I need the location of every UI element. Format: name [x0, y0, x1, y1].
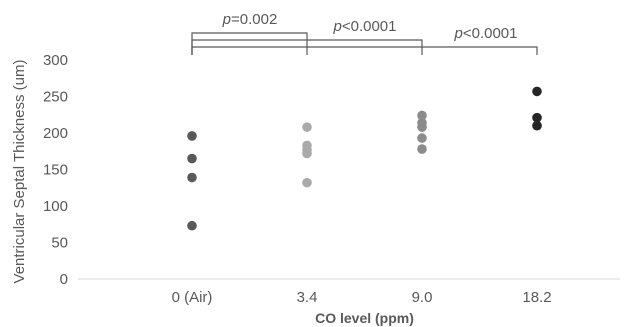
- x-tick-label: 18.2: [522, 289, 551, 306]
- significance-bracket: [192, 47, 537, 55]
- y-tick-label: 300: [43, 52, 68, 69]
- p-symbol: p: [454, 25, 463, 42]
- data-point: [417, 144, 427, 154]
- data-point: [187, 173, 197, 183]
- significance-bracket: [192, 33, 307, 55]
- y-tick-label: 200: [43, 125, 68, 142]
- y-tick-label: 50: [51, 235, 68, 252]
- data-point: [187, 221, 197, 231]
- y-tick-label: 150: [43, 162, 68, 179]
- data-point: [187, 154, 197, 164]
- data-point: [187, 131, 197, 141]
- p-symbol: p: [333, 18, 342, 35]
- data-point: [417, 122, 427, 132]
- data-point: [302, 122, 312, 132]
- y-axis-title: Ventricular Septal Thickness (um): [11, 60, 28, 284]
- x-axis-ticks: 0 (Air) 3.4 9.0 18.2: [172, 289, 552, 306]
- data-point: [302, 149, 312, 159]
- p-symbol: p: [222, 11, 231, 28]
- data-points: [187, 87, 542, 231]
- y-tick-label: 100: [43, 198, 68, 215]
- y-axis-ticks: 0 50 100 150 200 250 300: [43, 52, 68, 288]
- data-point: [417, 133, 427, 143]
- x-tick-label: 0 (Air): [172, 289, 213, 306]
- data-point: [532, 87, 542, 97]
- significance-label: p<0.0001: [333, 18, 397, 35]
- data-point: [302, 178, 312, 188]
- p-value: =0.002: [231, 11, 277, 28]
- x-tick-label: 3.4: [297, 289, 318, 306]
- x-axis-title: CO level (ppm): [315, 310, 414, 326]
- x-tick-label: 9.0: [412, 289, 433, 306]
- significance-brackets: p=0.002 p<0.0001 p<0.0001: [192, 11, 537, 55]
- y-tick-label: 250: [43, 89, 68, 106]
- data-point: [532, 121, 542, 131]
- p-value: <0.0001: [342, 18, 397, 35]
- y-tick-label: 0: [60, 271, 68, 288]
- significance-label: p<0.0001: [454, 25, 518, 42]
- significance-label: p=0.002: [222, 11, 278, 28]
- p-value: <0.0001: [463, 25, 518, 42]
